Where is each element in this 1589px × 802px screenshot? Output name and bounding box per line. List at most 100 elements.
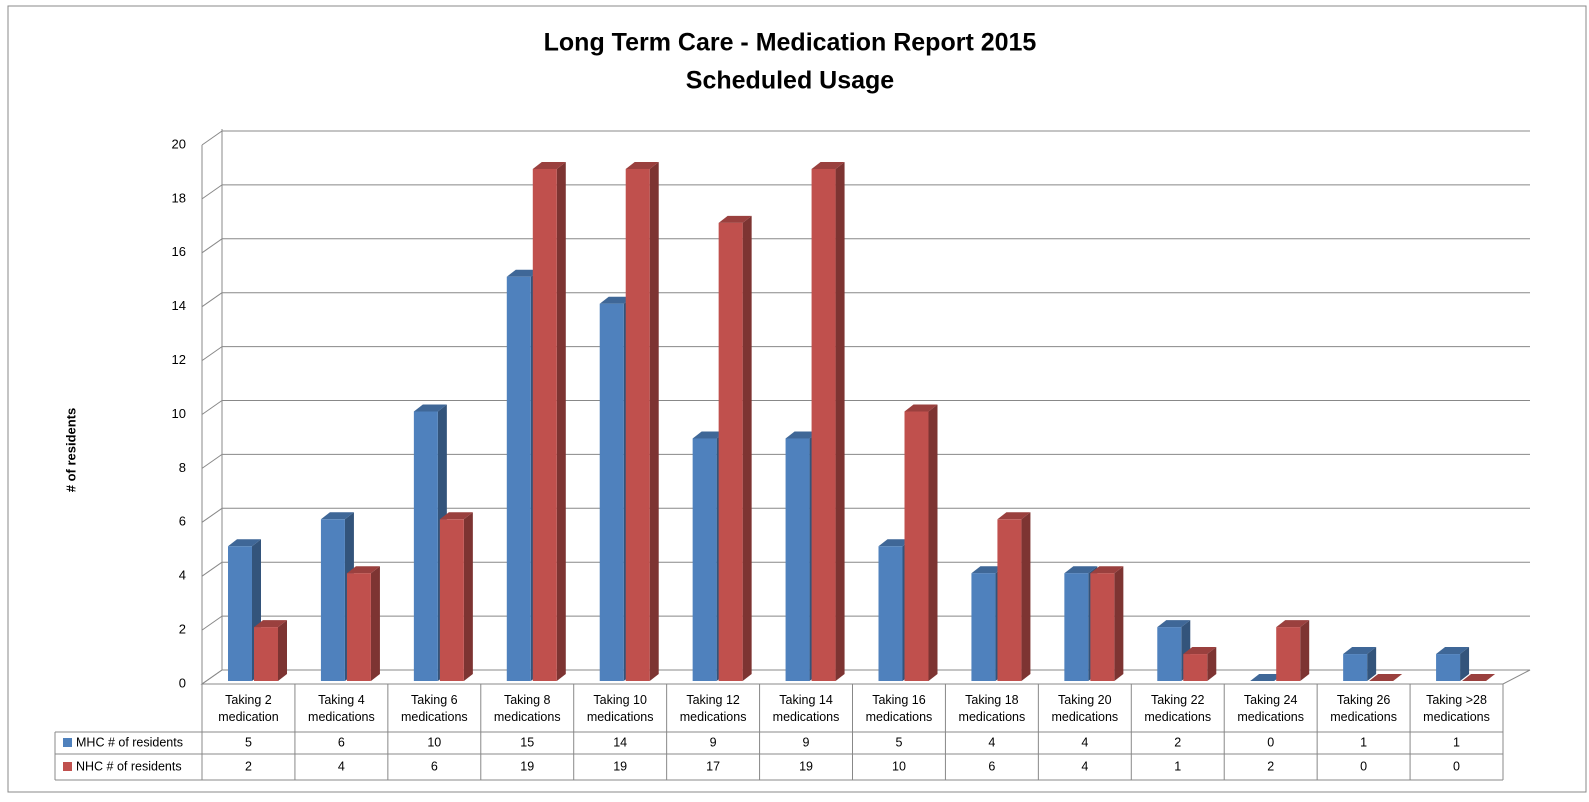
bar-face bbox=[742, 215, 752, 681]
bar-face bbox=[649, 161, 659, 681]
bar-face bbox=[413, 411, 438, 681]
bar-face bbox=[532, 168, 557, 681]
x-tick-label: Taking 20 medications bbox=[1051, 693, 1119, 724]
x-tick-label: Taking 16 medications bbox=[865, 693, 933, 724]
y-tick-label: 16 bbox=[172, 244, 186, 259]
bar-face bbox=[878, 546, 903, 681]
x-tick-label: Taking 6 medications bbox=[400, 693, 468, 724]
legend-label: NHC # of residents bbox=[76, 759, 182, 773]
y-tick-label: 10 bbox=[172, 406, 186, 421]
bar-face bbox=[785, 438, 810, 681]
bar-face bbox=[320, 512, 354, 520]
table-value: 19 bbox=[613, 759, 627, 773]
table-value: 1 bbox=[1360, 735, 1367, 749]
bar-face bbox=[718, 215, 752, 223]
bar-face bbox=[346, 573, 371, 681]
bar bbox=[718, 215, 752, 681]
table-value: 15 bbox=[520, 735, 534, 749]
x-tick-label: Taking 12 medications bbox=[679, 693, 747, 724]
grid-line bbox=[201, 238, 223, 254]
bar-face bbox=[556, 161, 566, 681]
bar-face bbox=[1183, 647, 1217, 655]
table-value: 9 bbox=[710, 735, 717, 749]
bar bbox=[1183, 647, 1217, 681]
bar-face bbox=[625, 168, 650, 681]
bar-face bbox=[1343, 654, 1368, 681]
bar-face bbox=[1250, 674, 1284, 681]
table-value: 2 bbox=[1267, 759, 1274, 773]
bar-face bbox=[1157, 620, 1191, 628]
bar-face bbox=[1462, 674, 1496, 681]
y-tick-label: 6 bbox=[179, 514, 186, 529]
legend-swatch bbox=[63, 762, 72, 771]
grid-line bbox=[201, 453, 223, 469]
grid-line bbox=[201, 669, 223, 685]
bar-face bbox=[1300, 620, 1310, 681]
table-value: 6 bbox=[988, 759, 995, 773]
bar-face bbox=[904, 404, 938, 412]
bar-face bbox=[785, 431, 819, 439]
y-tick-label: 4 bbox=[179, 568, 186, 583]
bar-face bbox=[506, 276, 531, 681]
chart-title: Long Term Care - Medication Report 2015 bbox=[544, 29, 1037, 57]
grid-line bbox=[201, 184, 223, 200]
x-tick-label: Taking 4 medications bbox=[308, 693, 375, 724]
chart-subtitle: Scheduled Usage bbox=[686, 67, 894, 95]
grid-line bbox=[201, 561, 223, 577]
bar-face bbox=[1343, 647, 1377, 655]
table-value: 0 bbox=[1453, 759, 1460, 773]
table-value: 14 bbox=[613, 735, 627, 749]
bar-face bbox=[1064, 573, 1089, 681]
bar bbox=[346, 566, 380, 681]
bar-face bbox=[928, 404, 938, 681]
bar-face bbox=[1157, 627, 1182, 681]
table-value: 4 bbox=[1081, 759, 1088, 773]
table-value: 5 bbox=[245, 735, 252, 749]
legend-label: MHC # of residents bbox=[76, 735, 183, 749]
bar-face bbox=[997, 519, 1022, 681]
bar-face bbox=[320, 519, 345, 681]
bar-face bbox=[878, 539, 912, 547]
bar-face bbox=[692, 431, 726, 439]
bar-face bbox=[532, 161, 566, 169]
x-tick-label: Taking 8 medications bbox=[493, 693, 561, 724]
legend-swatch bbox=[63, 738, 72, 747]
bar bbox=[904, 404, 938, 681]
bar bbox=[1369, 674, 1403, 681]
bar bbox=[625, 161, 659, 681]
table-value: 4 bbox=[988, 735, 995, 749]
bar-face bbox=[971, 573, 996, 681]
y-axis-title: # of residents bbox=[63, 408, 78, 493]
table-value: 10 bbox=[427, 735, 441, 749]
bar-face bbox=[718, 222, 743, 681]
bar-face bbox=[413, 404, 447, 412]
y-tick-label: 8 bbox=[179, 460, 186, 475]
y-tick-label: 14 bbox=[172, 298, 186, 313]
table-value: 6 bbox=[431, 759, 438, 773]
bar bbox=[1436, 647, 1470, 681]
x-tick-label: Taking 14 medications bbox=[772, 693, 840, 724]
table-value: 4 bbox=[338, 759, 345, 773]
bar-face bbox=[254, 620, 287, 628]
x-tick-label: Taking 2 medication bbox=[218, 693, 279, 724]
table-value: 17 bbox=[706, 759, 720, 773]
y-tick-label: 20 bbox=[172, 136, 186, 151]
bar bbox=[811, 161, 845, 681]
bar-face bbox=[463, 512, 473, 681]
bar-face bbox=[1114, 566, 1124, 681]
bar bbox=[1157, 620, 1191, 681]
x-tick-label: Taking 26 medications bbox=[1330, 693, 1397, 724]
bar-face bbox=[835, 161, 845, 681]
bar-face bbox=[625, 161, 659, 169]
bar-face bbox=[228, 546, 252, 681]
bar-face bbox=[1460, 647, 1470, 681]
grid-line bbox=[201, 346, 223, 362]
table-value: 6 bbox=[338, 735, 345, 749]
table-value: 10 bbox=[892, 759, 906, 773]
bar-face bbox=[1436, 647, 1470, 655]
bar bbox=[1462, 674, 1496, 681]
y-tick-label: 12 bbox=[172, 352, 186, 367]
grid-line bbox=[201, 292, 223, 308]
table-value: 1 bbox=[1174, 759, 1181, 773]
bar-face bbox=[1367, 647, 1377, 681]
